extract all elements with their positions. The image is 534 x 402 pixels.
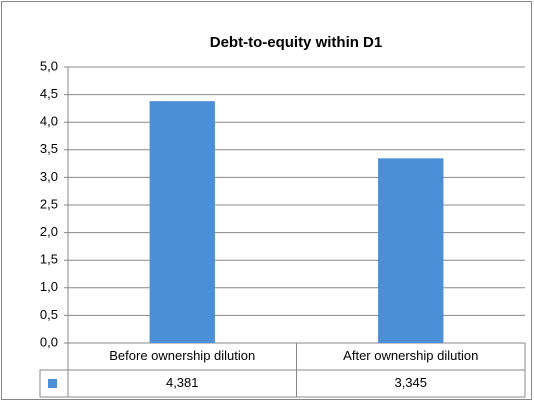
y-tick-label: 1,5 bbox=[40, 252, 58, 267]
bar bbox=[378, 158, 444, 343]
y-tick-label: 3,5 bbox=[40, 141, 58, 156]
y-tick-label: 4,0 bbox=[40, 114, 58, 129]
data-label: 3,345 bbox=[394, 375, 427, 390]
y-tick-label: 2,5 bbox=[40, 196, 58, 211]
data-label: 4,381 bbox=[166, 375, 199, 390]
legend-key bbox=[48, 379, 57, 388]
x-tick-label: Before ownership dilution bbox=[109, 348, 255, 363]
y-tick-label: 5,0 bbox=[40, 58, 58, 73]
y-tick-label: 4,5 bbox=[40, 86, 58, 101]
y-tick-label: 1,0 bbox=[40, 279, 58, 294]
y-tick-label: 2,0 bbox=[40, 224, 58, 239]
y-tick-label: 0,0 bbox=[40, 334, 58, 349]
y-tick-label: 0,5 bbox=[40, 307, 58, 322]
chart-title: Debt-to-equity within D1 bbox=[210, 34, 383, 51]
x-tick-label: After ownership dilution bbox=[343, 348, 478, 363]
y-tick-label: 3,0 bbox=[40, 169, 58, 184]
bar bbox=[149, 101, 215, 344]
